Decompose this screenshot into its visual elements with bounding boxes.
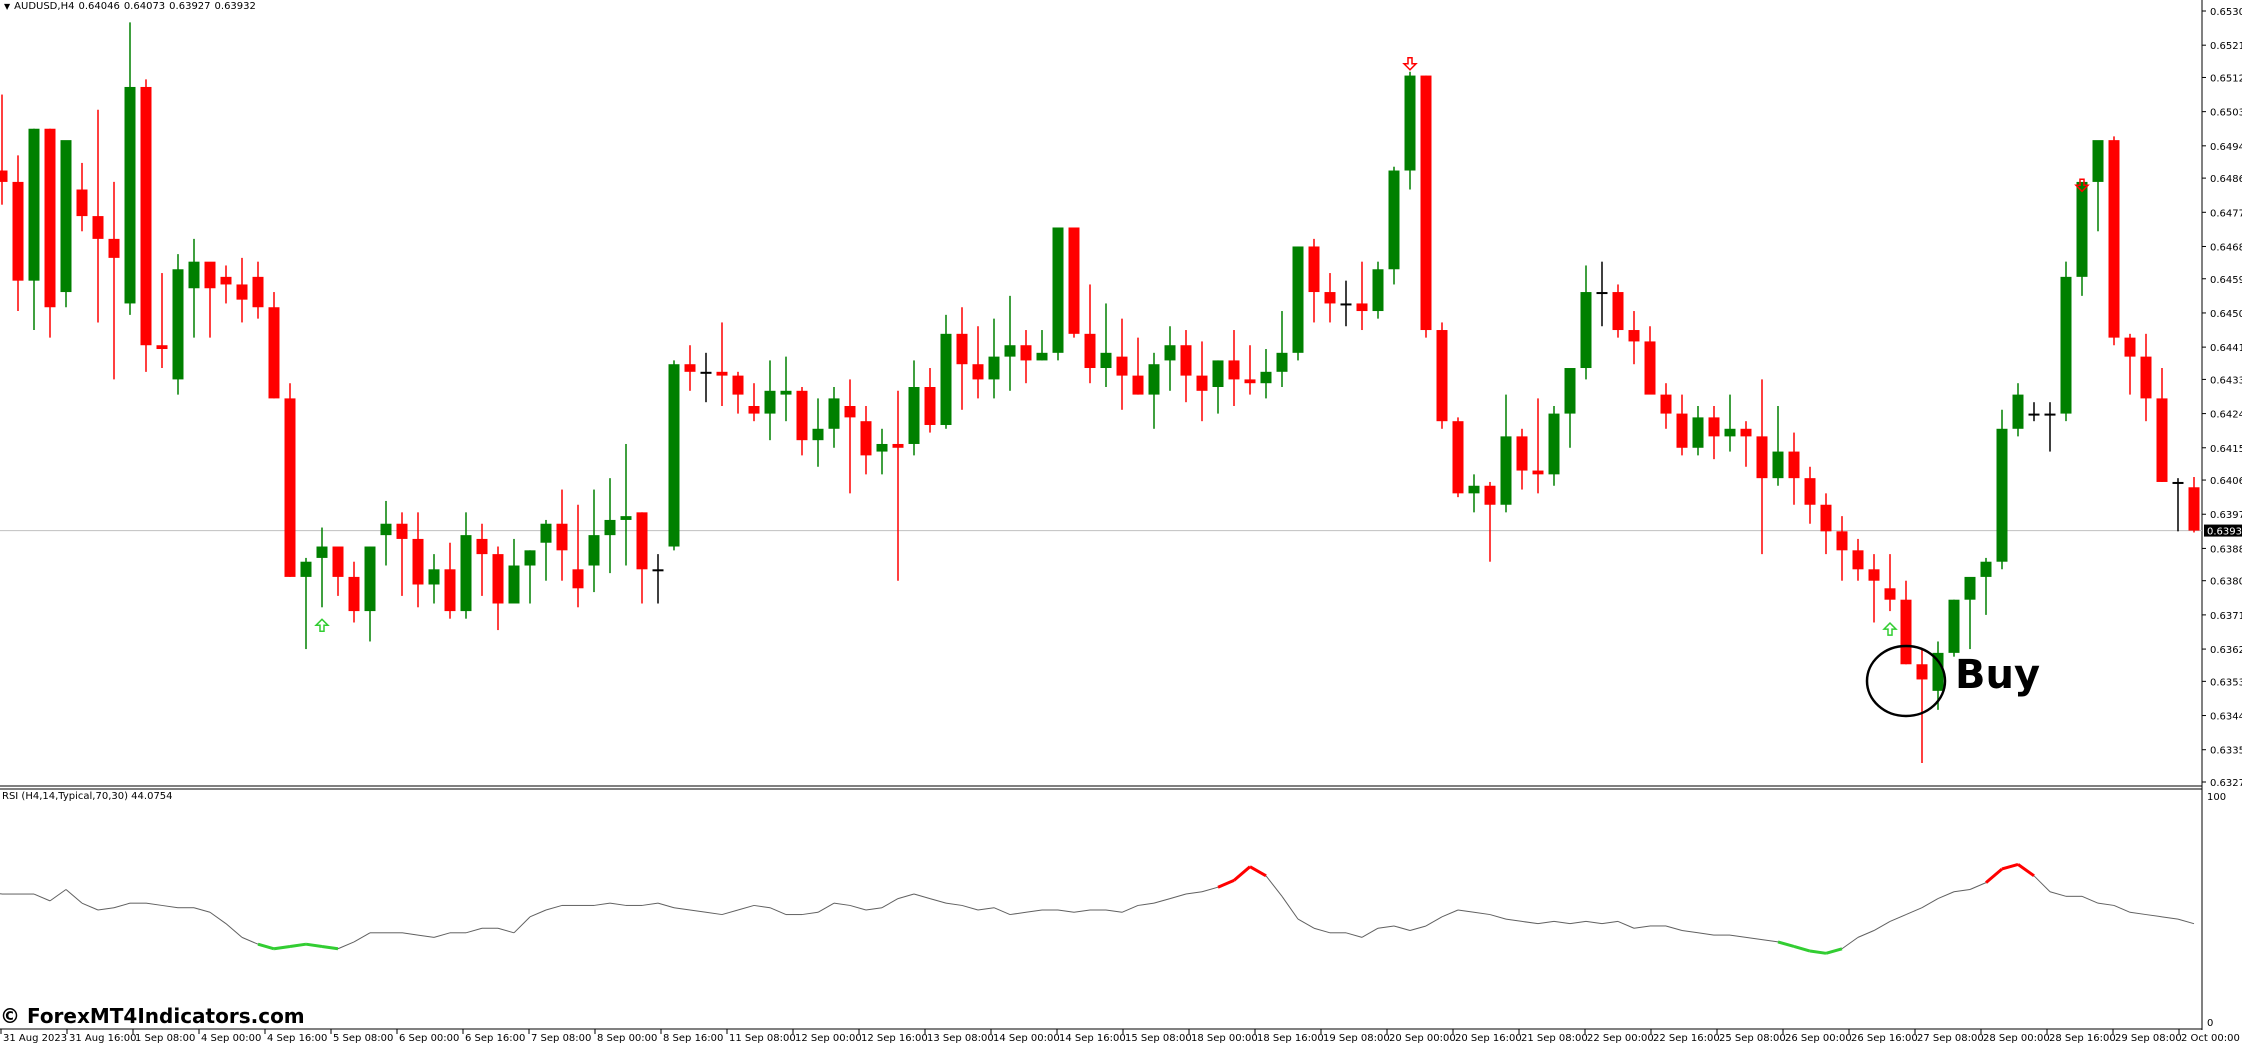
svg-text:26 Sep 16:00: 26 Sep 16:00	[1851, 1033, 1918, 1044]
svg-text:0.64945: 0.64945	[2210, 142, 2242, 153]
svg-text:28 Sep 16:00: 28 Sep 16:00	[2049, 1033, 2116, 1044]
chart-header: ▼ AUDUSD,H4 0.64046 0.64073 0.63927 0.63…	[4, 1, 256, 12]
svg-text:2 Oct 00:00: 2 Oct 00:00	[2181, 1033, 2240, 1044]
svg-text:20 Sep 16:00: 20 Sep 16:00	[1455, 1033, 1522, 1044]
dropdown-triangle-icon[interactable]: ▼	[4, 2, 11, 11]
svg-text:19 Sep 08:00: 19 Sep 08:00	[1323, 1033, 1390, 1044]
candlestick-series	[0, 22, 2200, 764]
svg-text:20 Sep 00:00: 20 Sep 00:00	[1389, 1033, 1456, 1044]
svg-text:6 Sep 00:00: 6 Sep 00:00	[399, 1033, 459, 1044]
svg-text:18 Sep 16:00: 18 Sep 16:00	[1257, 1033, 1324, 1044]
buy-circle-annotation	[1865, 644, 1947, 718]
ohlc-low: 0.63927	[169, 1, 211, 12]
svg-text:12 Sep 16:00: 12 Sep 16:00	[861, 1033, 928, 1044]
rsi-label: RSI (H4,14,Typical,70,30) 44.0754	[2, 791, 173, 802]
svg-text:0.64415: 0.64415	[2210, 343, 2242, 354]
svg-text:14 Sep 16:00: 14 Sep 16:00	[1059, 1033, 1126, 1044]
svg-text:8 Sep 00:00: 8 Sep 00:00	[597, 1033, 657, 1044]
svg-text:4 Sep 00:00: 4 Sep 00:00	[201, 1033, 261, 1044]
svg-text:22 Sep 16:00: 22 Sep 16:00	[1653, 1033, 1720, 1044]
svg-text:1 Sep 08:00: 1 Sep 08:00	[135, 1033, 195, 1044]
svg-text:7 Sep 08:00: 7 Sep 08:00	[531, 1033, 591, 1044]
watermark: © ForexMT4Indicators.com	[0, 1004, 305, 1028]
time-axis: 31 Aug 2023 31 Aug 16:001 Sep 08:00 4 Sep …	[0, 1029, 2240, 1044]
signal-arrows	[314, 57, 2090, 636]
svg-text:0.64505: 0.64505	[2210, 309, 2242, 320]
svg-text:0.63885: 0.63885	[2210, 544, 2242, 555]
svg-text:0.63535: 0.63535	[2210, 677, 2242, 688]
svg-text:0.65035: 0.65035	[2210, 108, 2242, 119]
svg-text:100: 100	[2207, 792, 2226, 803]
ohlc-open: 0.64046	[78, 1, 120, 12]
svg-text:0.64065: 0.64065	[2210, 476, 2242, 487]
svg-text:27 Sep 08:00: 27 Sep 08:00	[1917, 1033, 1984, 1044]
svg-text:11 Sep 08:00: 11 Sep 08:00	[729, 1033, 796, 1044]
svg-text:14 Sep 00:00: 14 Sep 00:00	[993, 1033, 1060, 1044]
svg-text:18 Sep 00:00: 18 Sep 00:00	[1191, 1033, 1258, 1044]
symbol-label: AUDUSD,H4	[14, 1, 75, 12]
ohlc-high: 0.64073	[123, 1, 166, 12]
svg-text:12 Sep 00:00: 12 Sep 00:00	[795, 1033, 862, 1044]
svg-text:0.63445: 0.63445	[2210, 712, 2242, 723]
ohlc-close: 0.63932	[214, 1, 256, 12]
svg-text:8 Sep 16:00: 8 Sep 16:00	[663, 1033, 723, 1044]
svg-text:31 Aug 16:00: 31 Aug 16:00	[69, 1033, 136, 1044]
svg-text:22 Sep 00:00: 22 Sep 00:00	[1587, 1033, 1654, 1044]
svg-text:5 Sep 08:00: 5 Sep 08:00	[333, 1033, 393, 1044]
svg-text:25 Sep 08:00: 25 Sep 08:00	[1719, 1033, 1786, 1044]
svg-text:15 Sep 08:00: 15 Sep 08:00	[1125, 1033, 1192, 1044]
svg-text:6 Sep 16:00: 6 Sep 16:00	[465, 1033, 525, 1044]
svg-text:0.64595: 0.64595	[2210, 275, 2242, 286]
buy-annotation: Buy	[1955, 652, 2041, 698]
svg-text:4 Sep 16:00: 4 Sep 16:00	[267, 1033, 327, 1044]
svg-text:31 Aug 2023: 31 Aug 2023	[3, 1033, 67, 1044]
svg-text:29 Sep 08:00: 29 Sep 08:00	[2115, 1033, 2182, 1044]
svg-text:0.65125: 0.65125	[2210, 73, 2242, 84]
svg-text:0.63975: 0.63975	[2210, 510, 2242, 521]
svg-text:0: 0	[2207, 1018, 2213, 1029]
svg-text:26 Sep 00:00: 26 Sep 00:00	[1785, 1033, 1852, 1044]
svg-text:21 Sep 08:00: 21 Sep 08:00	[1521, 1033, 1588, 1044]
svg-text:0.63355: 0.63355	[2210, 746, 2242, 757]
svg-text:13 Sep 08:00: 13 Sep 08:00	[927, 1033, 994, 1044]
svg-text:28 Sep 00:00: 28 Sep 00:00	[1983, 1033, 2050, 1044]
rsi-line	[0, 862, 2195, 955]
svg-text:0.63932: 0.63932	[2207, 527, 2242, 538]
